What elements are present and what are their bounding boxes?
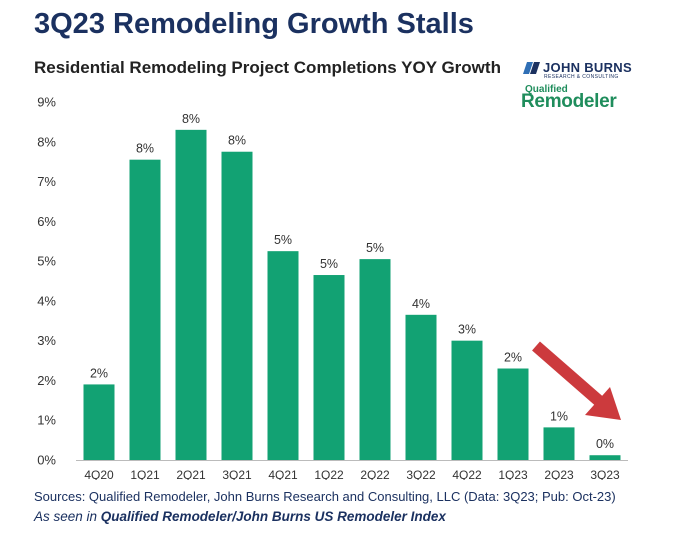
sources-note: Sources: Qualified Remodeler, John Burns…: [34, 489, 616, 504]
x-tick-label: 4Q21: [268, 468, 298, 480]
x-tick-label: 3Q22: [406, 468, 436, 480]
y-tick-label: 3%: [37, 333, 56, 348]
red-arrow-annotation: [532, 341, 621, 420]
bar-chart: 0%1%2%3%4%5%6%7%8%9% 2%8%8%8%5%5%5%4%3%2…: [37, 95, 628, 480]
data-label: 5%: [320, 257, 338, 271]
data-label: 5%: [274, 233, 292, 247]
data-label: 4%: [412, 297, 430, 311]
red-arrow-head: [585, 387, 621, 420]
bar-2Q23: [543, 427, 575, 460]
bar-4Q20: [83, 384, 115, 460]
seen-in-prefix: As seen in: [34, 509, 101, 524]
x-tick-label: 3Q23: [590, 468, 620, 480]
y-tick-label: 8%: [37, 134, 56, 149]
x-tick-label: 2Q23: [544, 468, 574, 480]
x-tick-label: 4Q20: [84, 468, 114, 480]
chart-title: 3Q23 Remodeling Growth Stalls: [34, 8, 474, 40]
john-burns-name: JOHN BURNS: [543, 60, 632, 75]
data-label: 2%: [90, 366, 108, 380]
bar-2Q21: [175, 129, 207, 460]
data-label: 1%: [550, 409, 568, 423]
bar-1Q21: [129, 159, 161, 460]
data-label: 0%: [596, 437, 614, 451]
data-label: 8%: [228, 134, 246, 148]
seen-in-title: Qualified Remodeler/John Burns US Remode…: [100, 509, 446, 524]
bar-4Q21: [267, 251, 299, 460]
bar-1Q22: [313, 275, 345, 460]
y-tick-label: 9%: [37, 95, 56, 110]
john-burns-logo: JOHN BURNS RESEARCH & CONSULTING: [523, 60, 633, 82]
bar-1Q23: [497, 368, 529, 460]
x-tick-label: 3Q21: [222, 468, 252, 480]
john-burns-mark-icon: [523, 62, 540, 74]
bar-3Q23: [589, 455, 621, 460]
bars: [83, 129, 621, 460]
y-tick-label: 4%: [37, 293, 56, 308]
x-tick-label: 1Q22: [314, 468, 344, 480]
bar-4Q22: [451, 340, 483, 460]
y-tick-label: 7%: [37, 174, 56, 189]
y-tick-label: 0%: [37, 453, 56, 468]
bar-2Q22: [359, 259, 391, 460]
qualified-word: Qualified: [525, 84, 568, 95]
x-tick-label: 2Q22: [360, 468, 390, 480]
bar-3Q22: [405, 314, 437, 460]
y-tick-label: 5%: [37, 254, 56, 269]
seen-in-note: As seen in Qualified Remodeler/John Burn…: [34, 509, 446, 524]
data-label: 3%: [458, 323, 476, 337]
y-tick-label: 1%: [37, 413, 56, 428]
john-burns-tagline: RESEARCH & CONSULTING: [544, 74, 619, 80]
data-label: 8%: [136, 142, 154, 156]
chart-subtitle: Residential Remodeling Project Completio…: [34, 58, 501, 77]
y-tick-label: 2%: [37, 373, 56, 388]
data-labels: 2% 8% 8% 8% 5% 5% 5% 4% 3% 2% 1% 0%: [90, 112, 614, 451]
x-tick-label: 1Q23: [498, 468, 528, 480]
x-axis-ticks: 4Q20 1Q21 2Q21 3Q21 4Q21 1Q22 2Q22 3Q22 4Q22 1Q23…: [84, 468, 620, 480]
qualified-remodeler-logo: Qualified Remodeler: [521, 84, 631, 114]
remodeler-word: Remodeler: [521, 91, 617, 112]
data-label: 5%: [366, 241, 384, 255]
data-label: 8%: [182, 112, 200, 126]
red-arrow-shaft: [532, 341, 603, 406]
x-tick-label: 4Q22: [452, 468, 482, 480]
x-tick-label: 1Q21: [130, 468, 160, 480]
data-label: 2%: [504, 351, 522, 365]
bar-3Q21: [221, 151, 253, 460]
y-axis-ticks: 0% 1% 2% 3% 4% 5% 6% 7% 8% 9%: [37, 95, 56, 468]
x-tick-label: 2Q21: [176, 468, 206, 480]
y-tick-label: 6%: [37, 214, 56, 229]
